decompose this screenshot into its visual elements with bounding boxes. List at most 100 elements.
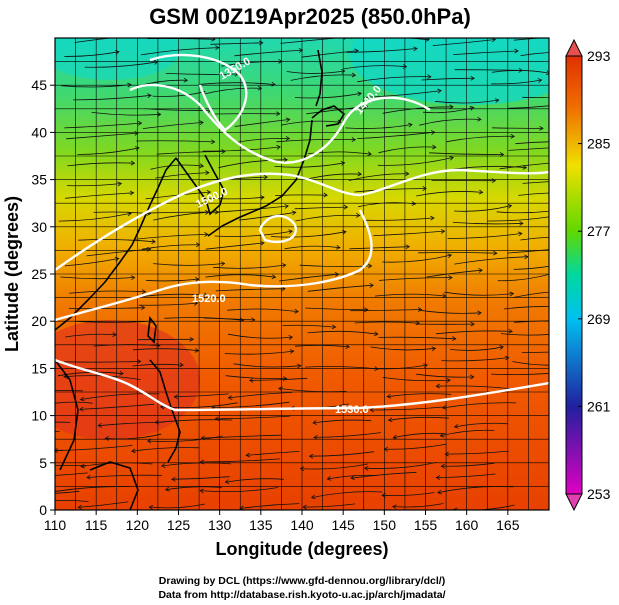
streamline-arrow: [79, 406, 84, 412]
streamline-arrow: [336, 244, 341, 250]
streamline: [491, 79, 542, 85]
streamline: [174, 393, 229, 398]
streamline: [436, 473, 496, 478]
streamline-arrow: [374, 331, 379, 337]
streamline: [276, 138, 356, 143]
streamline: [491, 373, 549, 375]
streamline-arrow: [351, 72, 357, 78]
y-axis-label: Latitude (degrees): [2, 196, 22, 352]
streamline: [518, 192, 549, 196]
contour-1520: [55, 209, 373, 322]
streamline: [236, 137, 290, 143]
streamline: [150, 164, 204, 170]
streamline-arrow: [478, 189, 484, 195]
cold-region: [350, 38, 549, 105]
x-axis: 110 115 120 125 130 135 140 145 150 155 160 165: [44, 510, 520, 533]
streamline: [499, 162, 549, 170]
y-tick-label: 5: [39, 455, 47, 471]
streamline: [422, 107, 474, 114]
coastline-hokkaido: [311, 105, 346, 127]
streamline-arrow: [288, 229, 293, 235]
streamline-arrow: [220, 261, 226, 267]
streamline-arrow: [0, 453, 2, 457]
streamline-arrow: [342, 229, 347, 235]
streamline-arrow: [560, 145, 564, 149]
streamline: [437, 486, 514, 494]
streamline: [343, 65, 407, 70]
streamline: [508, 147, 549, 151]
streamline-arrow: [19, 492, 23, 496]
streamline-arrow: [510, 133, 515, 139]
streamline-arrow: [156, 342, 161, 348]
streamline: [364, 90, 442, 98]
streamline: [212, 401, 290, 408]
streamline: [274, 162, 345, 168]
streamline-arrow: [129, 190, 135, 196]
colorbar: 253 261 269 277 285 293: [565, 38, 611, 512]
gridlines: [55, 38, 549, 510]
streamline-arrow: [334, 272, 340, 277]
streamline-arrow: [408, 122, 413, 128]
streamline-arrow: [522, 164, 528, 170]
streamline: [138, 302, 198, 306]
streamline: [280, 120, 341, 126]
streamline: [164, 317, 244, 321]
streamline: [384, 443, 447, 450]
streamline-arrow: [437, 88, 442, 94]
streamline: [309, 451, 375, 457]
streamline-arrow: [343, 204, 349, 210]
streamline: [442, 402, 517, 409]
streamline: [282, 324, 336, 328]
streamline: [362, 217, 435, 221]
streamline-arrow: [227, 395, 233, 400]
streamline: [202, 87, 262, 95]
streamline-arrow: [508, 328, 513, 334]
credit-drawing: Drawing by DCL (https://www.gfd-dennou.o…: [159, 575, 445, 587]
streamline-arrow: [427, 74, 432, 80]
streamline-arrow: [431, 346, 437, 352]
streamline: [441, 357, 509, 362]
y-tick-label: 15: [31, 360, 47, 376]
streamline-arrow: [392, 434, 398, 440]
streamline: [491, 70, 549, 74]
streamline: [207, 196, 265, 200]
streamline: [429, 152, 504, 155]
streamline-arrow: [271, 274, 277, 280]
streamline-arrow: [507, 203, 513, 209]
streamline: [346, 48, 418, 53]
streamline-arrow: [296, 363, 302, 369]
streamline: [350, 309, 422, 312]
streamline-arrow: [153, 59, 159, 65]
streamline: [514, 291, 549, 298]
contour-1440: [129, 83, 431, 164]
colorbar-tick-label: 261: [587, 398, 611, 414]
streamline: [278, 388, 347, 393]
streamline-arrow: [210, 139, 216, 145]
contour-1500: [55, 168, 549, 271]
streamline: [454, 422, 508, 428]
streamline: [153, 263, 225, 266]
streamline: [155, 419, 233, 423]
streamline-arrow: [199, 488, 204, 494]
streamline: [74, 38, 114, 43]
streamline-arrow: [345, 344, 350, 349]
streamline: [522, 181, 549, 184]
streamline: [55, 390, 83, 392]
streamline-arrow: [127, 82, 132, 88]
streamline: [271, 231, 346, 238]
streamline-arrow: [294, 308, 299, 314]
streamline-arrow: [417, 307, 423, 312]
streamline-arrow: [432, 144, 437, 150]
contour-1500b: [258, 214, 297, 244]
contour-1350: [149, 53, 248, 132]
streamline: [487, 216, 549, 222]
streamline: [234, 49, 303, 57]
streamline: [441, 462, 495, 467]
streamline-arrow: [340, 161, 346, 166]
streamline: [435, 330, 513, 335]
streamline-arrow: [151, 239, 156, 244]
streamline-arrow: [203, 292, 209, 298]
streamline-arrow: [491, 178, 497, 184]
colorbar-tick-label: 293: [587, 48, 611, 64]
streamline-arrow: [278, 386, 283, 392]
